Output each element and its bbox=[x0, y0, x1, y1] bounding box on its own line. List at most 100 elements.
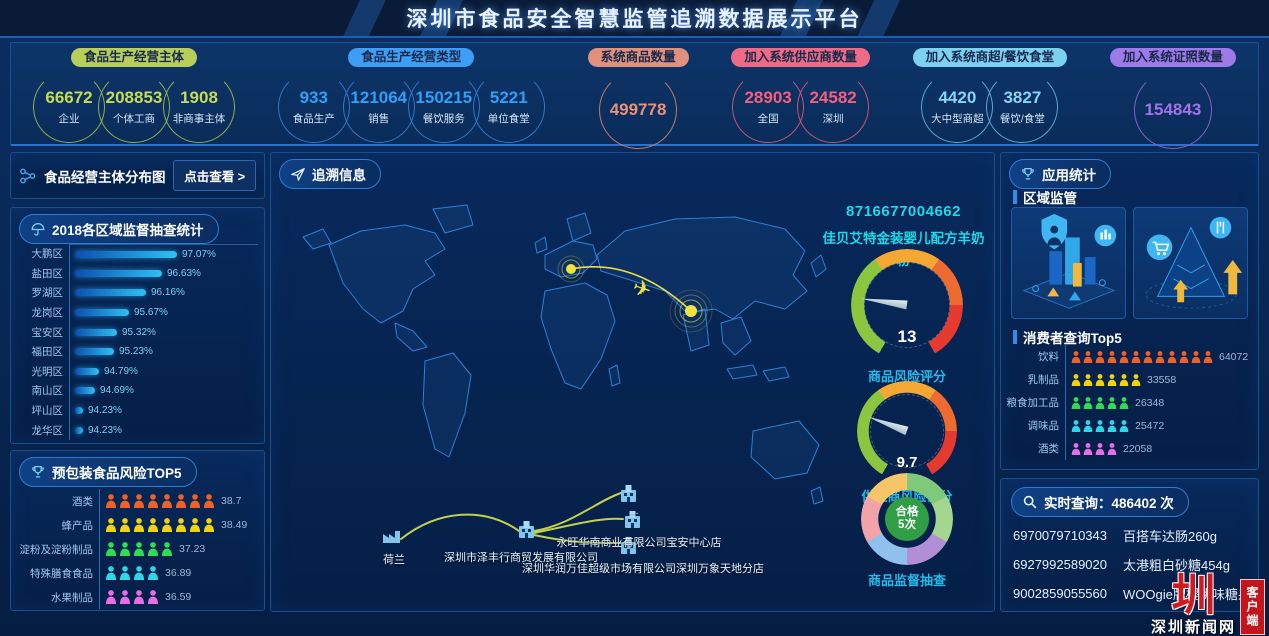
person-icon bbox=[133, 518, 145, 532]
inspection-header: 2018各区域监督抽查统计 bbox=[19, 214, 219, 244]
pictograph-bar-area: 26348 bbox=[1065, 391, 1254, 414]
stat-item-name: 单位食堂 bbox=[487, 113, 530, 125]
person-icon bbox=[119, 494, 131, 508]
person-icon bbox=[147, 590, 159, 604]
person-icon bbox=[133, 566, 145, 580]
prepack-risk-header: 预包装食品风险TOP5 bbox=[19, 457, 197, 487]
prepack-pictograph: 酒类 38.7 蜂产品 38.49 淀粉及淀粉制品 37.23 特殊膳食食品 36.89 水果制… bbox=[11, 489, 258, 609]
view-distribution-button[interactable]: 点击查看 > bbox=[173, 160, 256, 191]
person-icon bbox=[1155, 350, 1165, 363]
person-icon bbox=[1071, 373, 1081, 386]
stat-item-name: 非商事主体 bbox=[172, 113, 226, 125]
pictograph-row: 乳制品 33558 bbox=[1001, 368, 1254, 391]
person-icon bbox=[175, 518, 187, 532]
share-nodes-icon bbox=[19, 167, 37, 185]
person-icon bbox=[105, 518, 117, 532]
district-value: 95.23% bbox=[119, 346, 153, 358]
stat-item-name: 企业 bbox=[58, 113, 80, 125]
district-bar bbox=[75, 309, 129, 317]
pictograph-row: 饮料 64072 bbox=[1001, 345, 1254, 368]
person-icon bbox=[1071, 419, 1081, 432]
district-label: 坪山区 bbox=[31, 405, 64, 418]
donut-center-line2: 5次 bbox=[898, 519, 916, 531]
pictograph-bar-area: 36.89 bbox=[99, 561, 258, 585]
person-icon bbox=[105, 542, 117, 556]
pictograph-value: 36.89 bbox=[165, 567, 192, 579]
person-icon bbox=[105, 590, 117, 604]
person-icon bbox=[1071, 442, 1081, 455]
person-icon bbox=[147, 518, 159, 532]
person-icon bbox=[189, 494, 201, 508]
district-bar bbox=[75, 407, 83, 415]
gauge-value: 9.7 bbox=[896, 454, 918, 471]
pictograph-label: 酒类 bbox=[72, 495, 93, 508]
person-icon bbox=[1131, 350, 1141, 363]
stat-item-name: 食品生产 bbox=[292, 113, 335, 125]
district-bar-row: 南山区 94.69% bbox=[11, 381, 258, 401]
district-bar-area: 96.63% bbox=[69, 263, 258, 284]
district-value: 94.23% bbox=[88, 424, 122, 436]
trace-panel: 追溯信息 bbox=[270, 152, 995, 612]
district-bar-row: 大鹏区 97.07% bbox=[11, 244, 258, 264]
gauge-ticks bbox=[864, 262, 950, 348]
consumer-query-section: 消费者查询Top5 bbox=[1013, 327, 1122, 347]
district-bar-row: 福田区 95.23% bbox=[11, 341, 258, 362]
stat-circles: 499778 bbox=[599, 71, 678, 149]
district-bar bbox=[75, 289, 146, 297]
pictograph-row: 蜂产品 38.49 bbox=[11, 513, 258, 537]
pictograph-value: 38.7 bbox=[221, 495, 242, 507]
sznews-client-badge: 客户端 bbox=[1240, 579, 1265, 635]
stat-item-name: 销售 bbox=[368, 113, 390, 125]
pictograph-row: 水果制品 36.59 bbox=[11, 585, 258, 609]
stat-value: 121064 bbox=[350, 88, 408, 107]
stat-circle: 208853 个体工商 bbox=[98, 71, 170, 143]
prepack-risk-title: 预包装食品风险TOP5 bbox=[52, 466, 182, 481]
pictograph-value: 25472 bbox=[1135, 419, 1165, 432]
stat-value: 208853 bbox=[105, 88, 163, 107]
world-map: ✈ bbox=[302, 204, 827, 505]
person-icon bbox=[119, 518, 131, 532]
district-bar-chart: 大鹏区 97.07% 盐田区 96.63% 罗湖区 96.16% 龙岗区 95.67% 宝安区 9… bbox=[11, 244, 258, 440]
realtime-item-name: 百搭车达肠260g bbox=[1123, 529, 1217, 544]
person-icon bbox=[147, 566, 159, 580]
pictograph-bar-area: 33558 bbox=[1065, 368, 1254, 391]
district-label: 龙华区 bbox=[31, 424, 64, 437]
pictograph-row: 酒类 22058 bbox=[1001, 437, 1254, 460]
realtime-list: 6970079710343 百搭车达肠260g 6927992589020 太港粗白砂… bbox=[1001, 521, 1258, 611]
district-value: 97.07% bbox=[182, 248, 216, 260]
pictograph-icons bbox=[1071, 442, 1117, 455]
person-icon bbox=[1083, 442, 1093, 455]
district-label: 盐田区 bbox=[31, 267, 64, 280]
pictograph-icons bbox=[105, 494, 215, 508]
person-icon bbox=[203, 518, 215, 532]
prepack-risk-panel: 预包装食品风险TOP5 酒类 38.7 蜂产品 38.49 淀粉及淀粉制品 37.23 特殊… bbox=[10, 450, 265, 611]
person-icon bbox=[1107, 396, 1117, 409]
district-bar bbox=[75, 387, 95, 395]
stat-value: 4420 bbox=[938, 88, 977, 107]
district-bar-row: 罗湖区 96.16% bbox=[11, 283, 258, 303]
stat-circle: 66672 企业 bbox=[33, 71, 105, 143]
district-bar-area: 94.23% bbox=[69, 420, 258, 440]
stat-circle: 1908 非商事主体 bbox=[163, 71, 235, 143]
realtime-item-code: 6970079710343 bbox=[1013, 528, 1107, 543]
pictograph-icons bbox=[1071, 396, 1129, 409]
consumer-pictograph: 饮料 64072 乳制品 33558 粮食加工品 26348 调味品 25472 酒类 22058 bbox=[1001, 345, 1254, 463]
stat-circle: 933 食品生产 bbox=[277, 71, 350, 143]
person-icon bbox=[1107, 419, 1117, 432]
pictograph-bar-area: 36.59 bbox=[99, 585, 258, 609]
pictograph-value: 33558 bbox=[1147, 373, 1177, 386]
pictograph-value: 64072 bbox=[1219, 350, 1249, 363]
stat-circle: 121064 销售 bbox=[342, 71, 415, 143]
person-icon bbox=[1095, 419, 1105, 432]
person-icon bbox=[175, 494, 187, 508]
district-bar bbox=[75, 328, 117, 336]
realtime-item: 9002859055560 WOOgie牌樱桃味糖果 bbox=[1001, 579, 1258, 608]
district-bar-area: 94.69% bbox=[69, 381, 258, 401]
trophy-icon bbox=[1020, 166, 1036, 182]
pictograph-label: 调味品 bbox=[1027, 420, 1060, 432]
person-icon bbox=[133, 494, 145, 508]
stat-circle: 3827 餐饮/食堂 bbox=[986, 71, 1059, 143]
person-icon bbox=[1083, 350, 1093, 363]
person-icon bbox=[147, 494, 159, 508]
stat-item-name: 深圳 bbox=[822, 113, 844, 125]
